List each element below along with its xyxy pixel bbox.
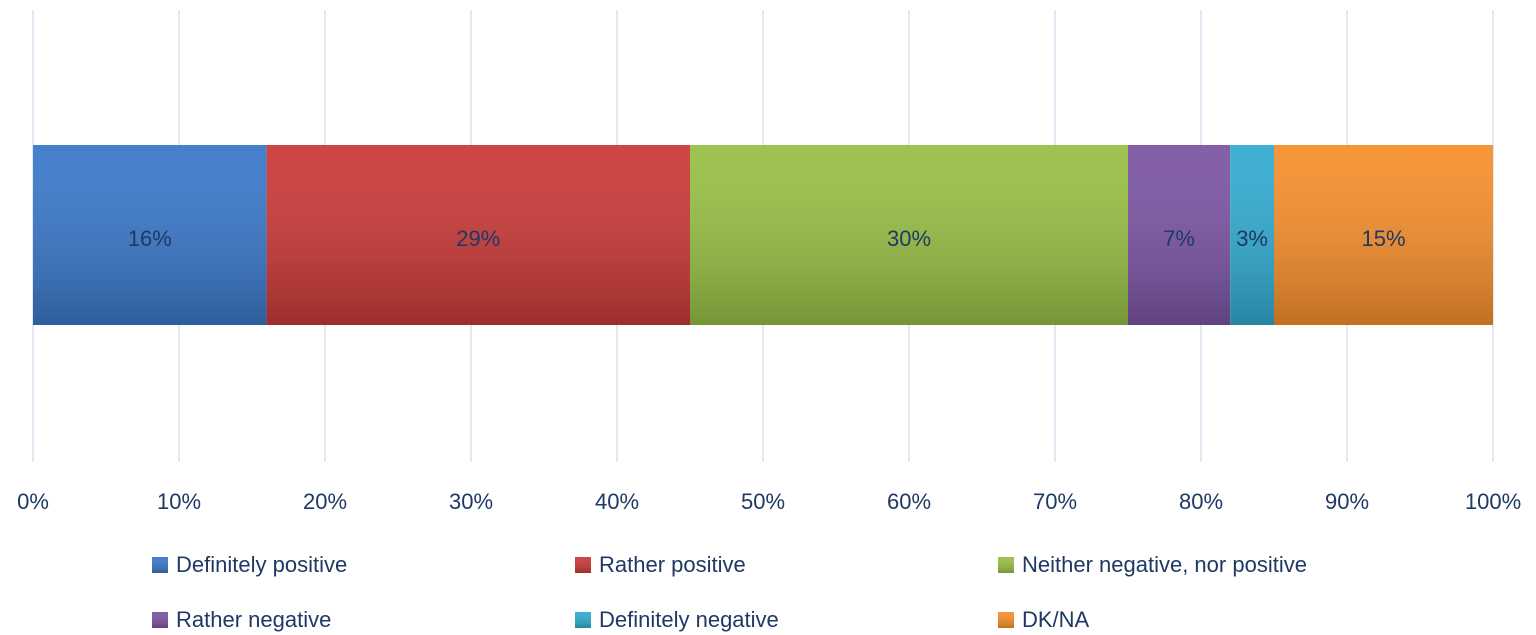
data-label: 3% <box>1236 226 1268 251</box>
x-tick-label: 90% <box>1325 489 1369 514</box>
data-label: 15% <box>1361 226 1405 251</box>
data-label: 16% <box>128 226 172 251</box>
x-tick-label: 0% <box>17 489 49 514</box>
legend-swatch-shade <box>575 557 591 573</box>
legend-label: DK/NA <box>1022 607 1090 632</box>
legend-swatch-shade <box>152 557 168 573</box>
legend-label: Rather negative <box>176 607 331 632</box>
bar-shade <box>266 145 690 325</box>
legend-label: Definitely negative <box>599 607 779 632</box>
x-tick-label: 10% <box>157 489 201 514</box>
x-tick-label: 70% <box>1033 489 1077 514</box>
bar-shade <box>690 145 1128 325</box>
data-label: 30% <box>887 226 931 251</box>
bar-shade <box>33 145 267 325</box>
x-tick-label: 100% <box>1465 489 1521 514</box>
data-label: 29% <box>456 226 500 251</box>
x-tick-label: 40% <box>595 489 639 514</box>
bar-shade <box>1230 145 1274 325</box>
data-label: 7% <box>1163 226 1195 251</box>
legend-label: Rather positive <box>599 552 746 577</box>
bar-shade <box>1274 145 1493 325</box>
legend-swatch-shade <box>152 612 168 628</box>
legend-label: Definitely positive <box>176 552 347 577</box>
legend-swatch-shade <box>998 612 1014 628</box>
x-tick-label: 30% <box>449 489 493 514</box>
x-tick-label: 50% <box>741 489 785 514</box>
legend-swatch-shade <box>575 612 591 628</box>
legend-swatch-shade <box>998 557 1014 573</box>
x-tick-label: 80% <box>1179 489 1223 514</box>
x-tick-label: 20% <box>303 489 347 514</box>
bar-shade <box>1128 145 1231 325</box>
legend-label: Neither negative, nor positive <box>1022 552 1307 577</box>
x-tick-label: 60% <box>887 489 931 514</box>
